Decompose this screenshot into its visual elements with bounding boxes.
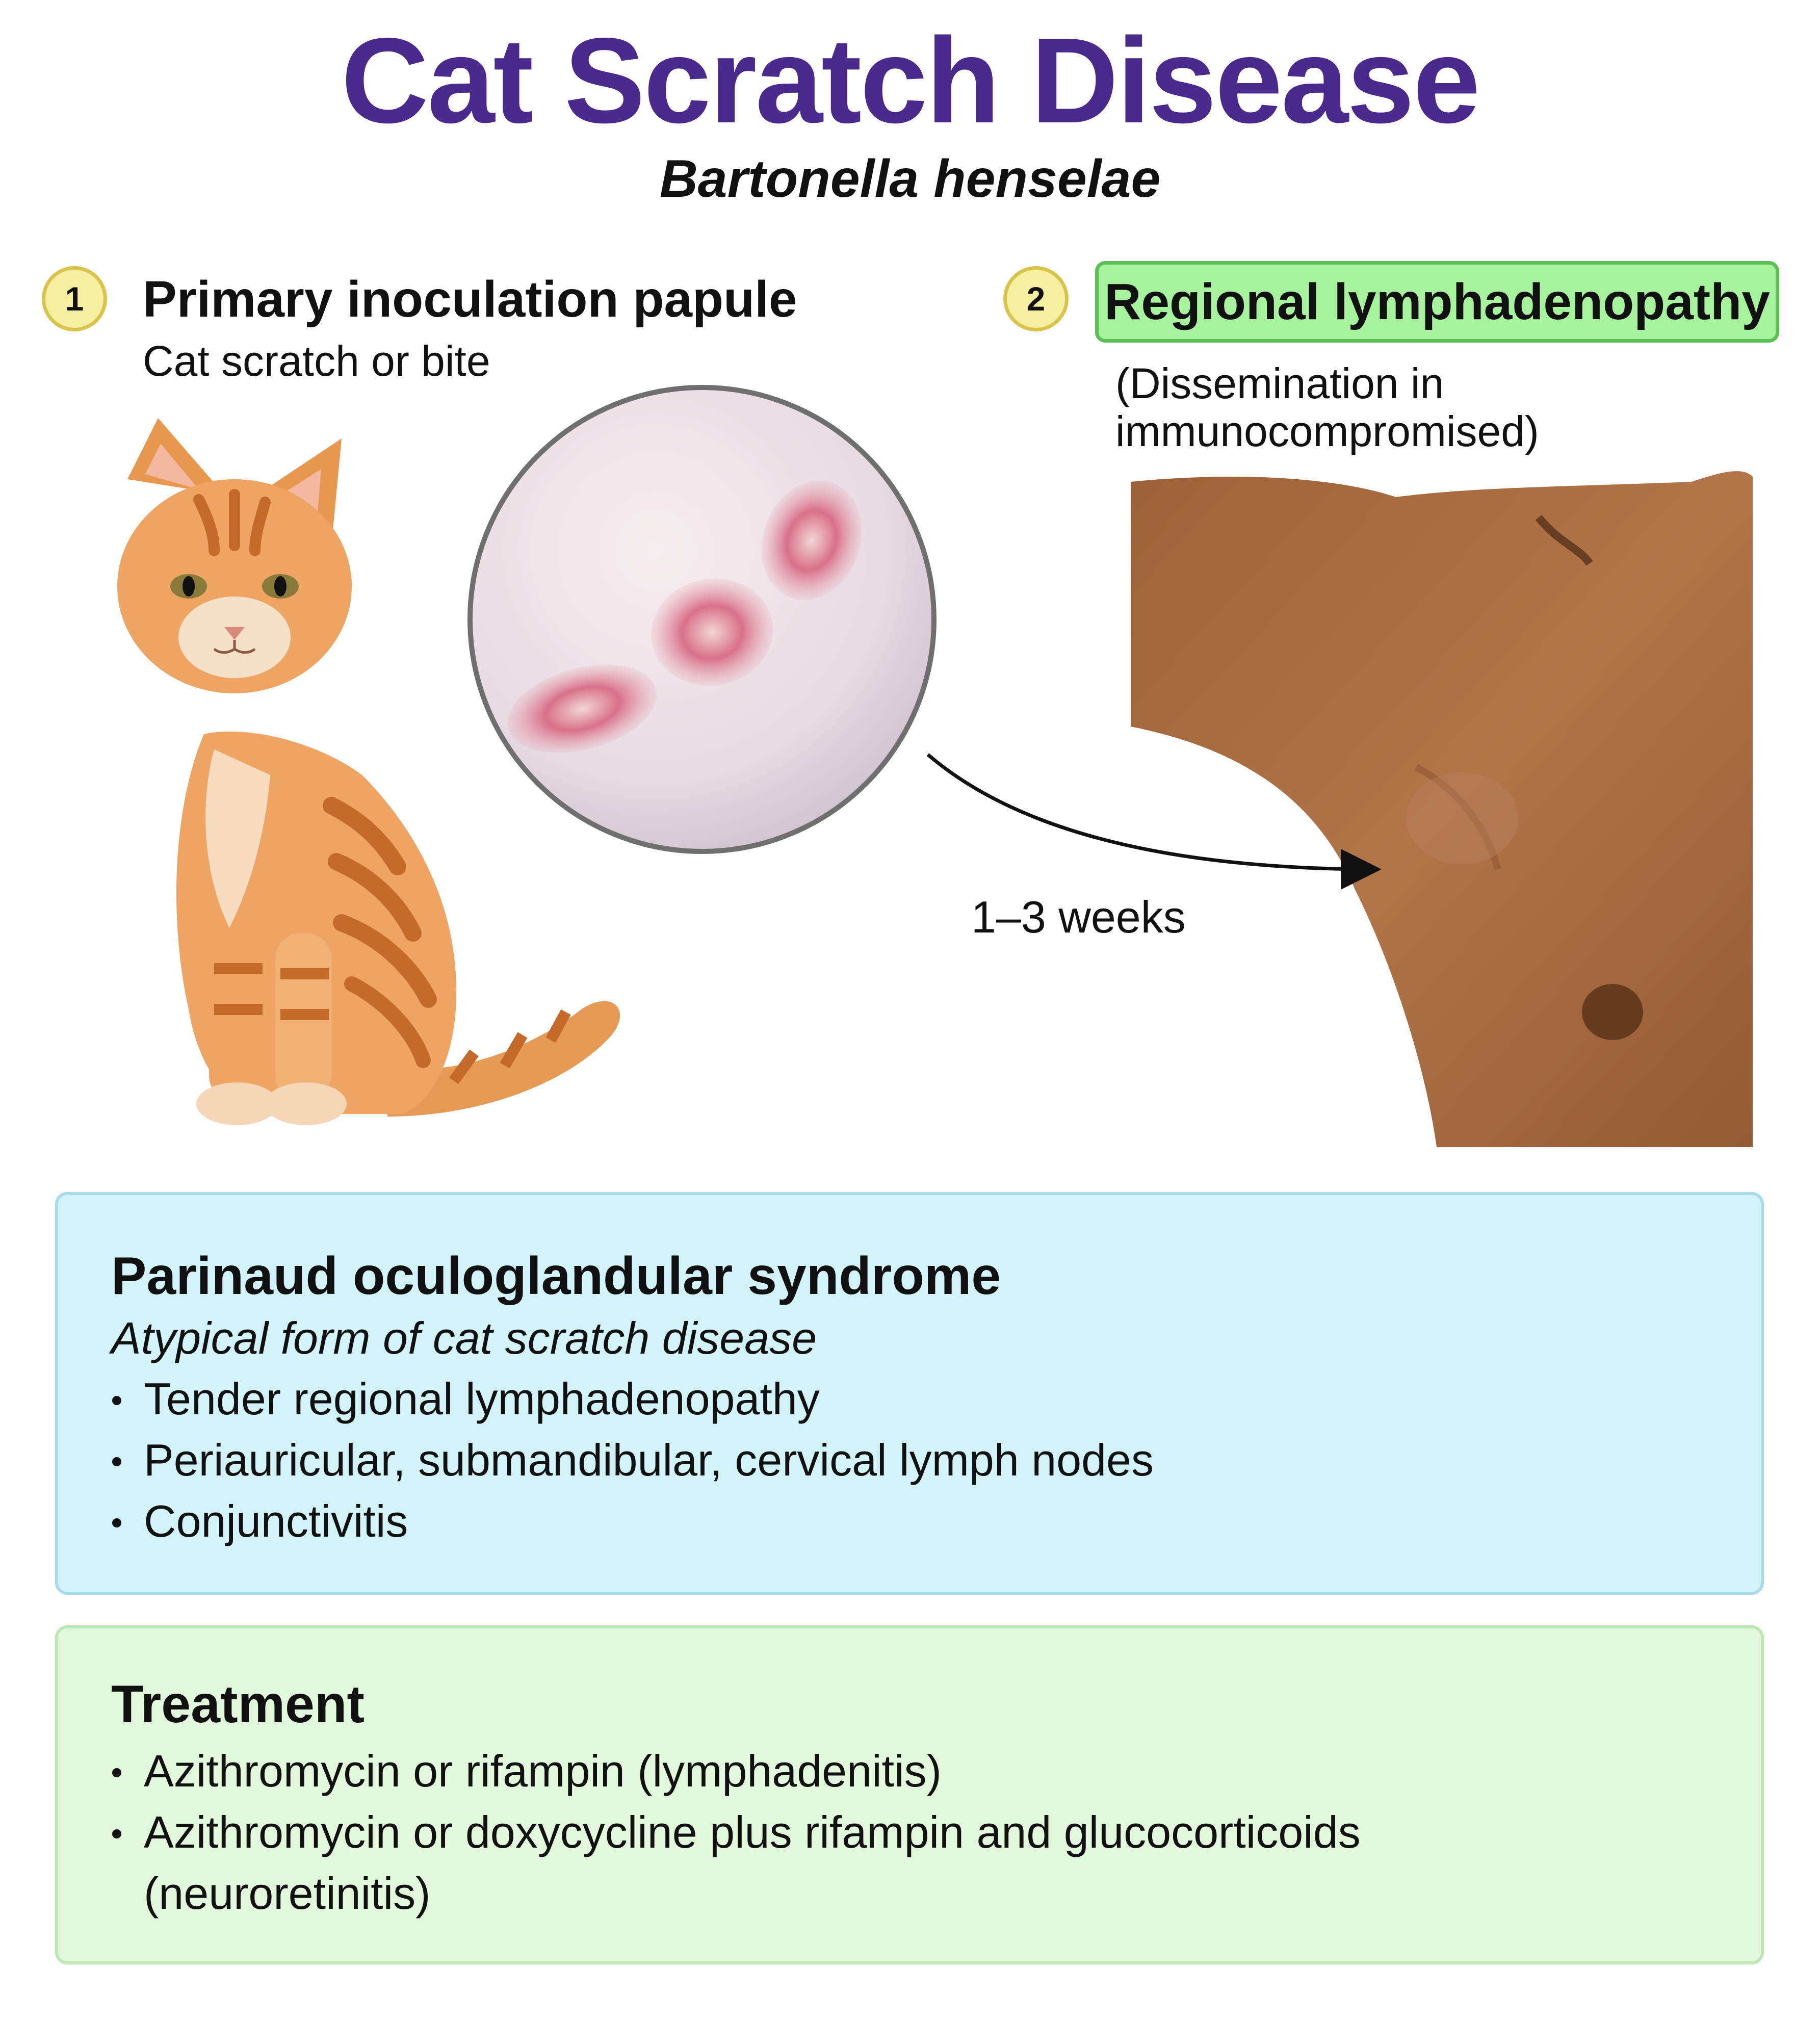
- step-1-badge: 1: [42, 266, 107, 331]
- step-2-badge: 2: [1003, 266, 1069, 331]
- step-2-heading: Regional lymphadenopathy: [1095, 261, 1779, 343]
- parinaud-list: Tender regional lymphadenopathy Periauri…: [109, 1368, 1154, 1552]
- step-1-subheading: Cat scratch or bite: [143, 337, 490, 385]
- kitten-figure: [117, 418, 620, 1125]
- treatment-title: Treatment: [111, 1675, 365, 1734]
- list-item: Azithromycin or rifampin (lymphadenitis): [109, 1741, 1639, 1802]
- step-2-note: (Dissemination in immunocompromised): [1115, 359, 1539, 456]
- progression-arrow: [926, 753, 1382, 890]
- step-1-heading: Primary inoculation papule: [143, 271, 797, 328]
- parinaud-subtitle: Atypical form of cat scratch disease: [111, 1313, 817, 1363]
- list-item: Periauricular, submandibular, cervical l…: [109, 1430, 1154, 1491]
- papule-closeup-image: [467, 385, 937, 854]
- papule-lesion: [651, 578, 773, 686]
- papule-lesion: [761, 480, 862, 601]
- list-item: Tender regional lymphadenopathy: [109, 1368, 1154, 1430]
- organism-name: Bartonella henselae: [659, 149, 1161, 209]
- parinaud-panel: Parinaud oculoglandular syndrome Atypica…: [55, 1192, 1764, 1595]
- time-interval-label: 1–3 weeks: [971, 892, 1186, 942]
- list-item: Azithromycin or doxycycline plus rifampi…: [109, 1802, 1639, 1924]
- parinaud-title: Parinaud oculoglandular syndrome: [111, 1247, 1001, 1306]
- kitten-image: [117, 418, 620, 1125]
- page-title: Cat Scratch Disease: [341, 13, 1480, 148]
- treatment-list: Azithromycin or rifampin (lymphadenitis)…: [109, 1741, 1639, 1924]
- treatment-panel: Treatment Azithromycin or rifampin (lymp…: [55, 1625, 1764, 1964]
- lymphadenopathy-image: [1131, 471, 1753, 1147]
- list-item: Conjunctivitis: [109, 1491, 1154, 1552]
- papule-lesion: [507, 664, 657, 753]
- nipple: [1582, 984, 1643, 1040]
- lymph-node-swelling: [1406, 772, 1518, 864]
